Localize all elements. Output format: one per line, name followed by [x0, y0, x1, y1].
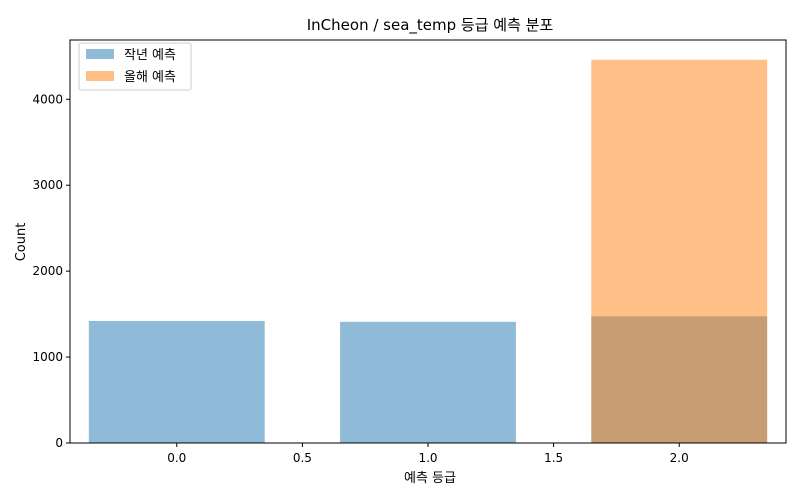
bar-series0-x1 [340, 321, 516, 443]
x-tick-label: 0.5 [293, 451, 312, 465]
y-tick-label: 4000 [32, 92, 63, 106]
legend-swatch-this-year [86, 71, 114, 81]
y-tick-label: 2000 [32, 264, 63, 278]
legend-label-last-year: 작년 예측 [124, 48, 176, 63]
chart-title: InCheon / sea_temp 등급 예측 분포 [307, 16, 554, 35]
y-axis: 0 1000 2000 3000 4000 [32, 92, 70, 450]
legend: 작년 예측 올해 예측 [78, 42, 192, 91]
x-tick-label: 1.5 [544, 451, 563, 465]
legend-swatch-last-year [86, 49, 114, 59]
y-tick-label: 3000 [32, 178, 63, 192]
bar-series1-x2 [591, 59, 768, 443]
bar-series0-x0 [88, 320, 265, 443]
x-axis: 0.0 0.5 1.0 1.5 2.0 [167, 443, 689, 465]
legend-label-this-year: 올해 예측 [124, 70, 176, 85]
x-tick-label: 1.0 [418, 451, 437, 465]
x-tick-label: 0.0 [167, 451, 186, 465]
x-tick-label: 2.0 [670, 451, 689, 465]
y-tick-label: 0 [55, 436, 63, 450]
bars-group [88, 59, 768, 443]
x-axis-label: 예측 등급 [404, 471, 456, 486]
y-axis-label: Count [14, 223, 29, 262]
y-tick-label: 1000 [32, 350, 63, 364]
